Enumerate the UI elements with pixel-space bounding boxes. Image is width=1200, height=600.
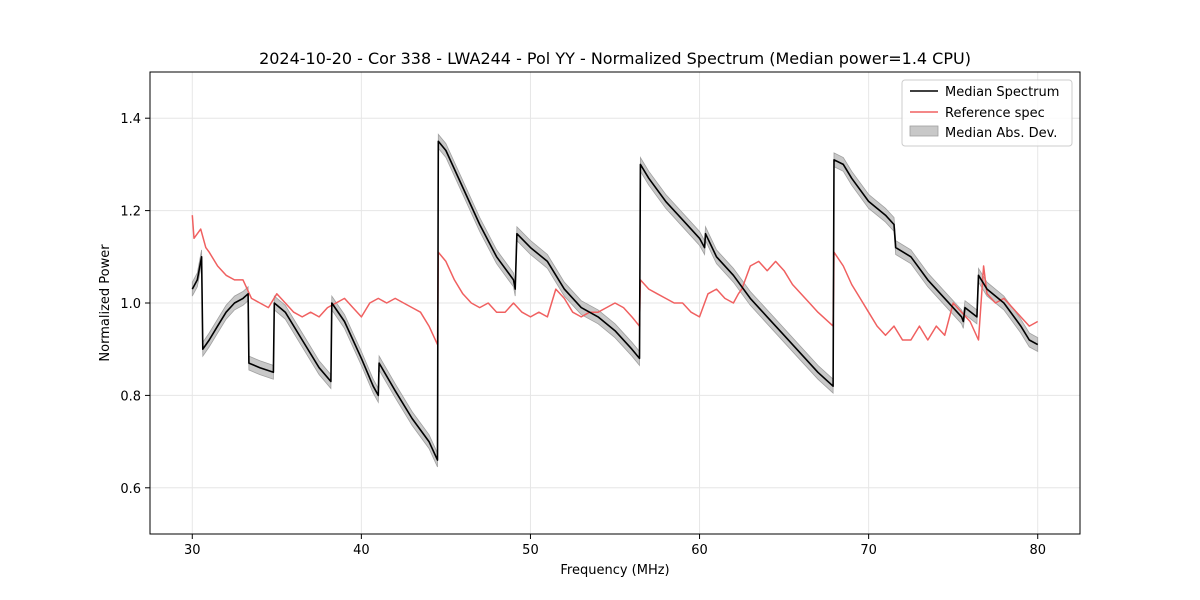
legend-mad-swatch	[909, 125, 939, 137]
x-tick-label: 80	[1029, 543, 1046, 558]
x-tick-label: 30	[184, 543, 201, 558]
y-tick-label: 0.6	[120, 482, 141, 497]
y-tick-label: 1.4	[120, 112, 141, 127]
legend: Median Spectrum Reference spec Median Abs.…	[901, 79, 1073, 147]
median-spectrum-line	[191, 140, 1039, 461]
axis-ticks: 30 40 50 60 70 80 0.6 0.8 1.0 1.2 1.4	[120, 112, 1046, 558]
y-axis-label: Normalized Power	[98, 244, 113, 362]
x-tick-label: 70	[860, 543, 877, 558]
mad-band	[191, 133, 1039, 468]
x-axis-label: Frequency (MHz)	[560, 563, 669, 578]
reference-line-layer	[191, 215, 1039, 346]
x-tick-label: 50	[522, 543, 539, 558]
reference-spectrum-line	[191, 215, 1039, 346]
legend-median-label: Median Spectrum	[945, 85, 1059, 100]
chart-title: 2024-10-20 - Cor 338 - LWA244 - Pol YY -…	[259, 49, 971, 68]
legend-box	[901, 79, 1073, 147]
x-tick-label: 60	[691, 543, 708, 558]
median-line-layer	[191, 140, 1039, 461]
x-tick-label: 40	[353, 543, 370, 558]
legend-reference-label: Reference spec	[945, 106, 1045, 121]
y-tick-label: 1.0	[120, 297, 141, 312]
mad-band-layer	[191, 133, 1039, 468]
y-tick-label: 0.8	[120, 389, 141, 404]
legend-mad-label: Median Abs. Dev.	[945, 126, 1057, 141]
y-tick-label: 1.2	[120, 205, 141, 220]
